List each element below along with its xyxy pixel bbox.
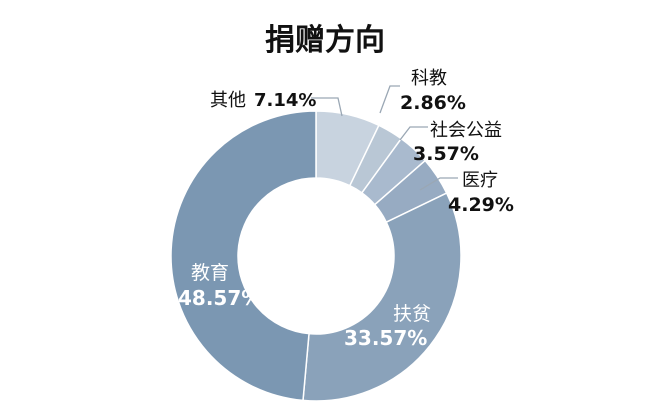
slice-4 [302, 192, 462, 402]
leader-line-3 [419, 177, 458, 191]
slice-name-4: 扶贫 [393, 303, 431, 325]
leader-line-2 [399, 126, 428, 141]
leader-line-1 [379, 85, 400, 114]
slice-value-3: 4.29% [448, 194, 514, 216]
slice-name-1: 科教 [411, 68, 447, 89]
slices-layer [170, 110, 462, 402]
slice-name-2: 社会公益 [430, 120, 502, 141]
chart-title: 捐赠方向 [265, 23, 385, 58]
slice-name-5: 教育 [191, 262, 229, 284]
leader-lines [311, 85, 458, 191]
slice-value-5: 48.57% [178, 286, 261, 310]
leader-line-0 [311, 97, 343, 117]
slice-label-0: 其他 7.14% [210, 90, 316, 111]
slice-value-2: 3.57% [413, 143, 479, 165]
slice-value-4: 33.57% [344, 326, 427, 350]
slice-value-1: 2.86% [400, 92, 466, 114]
slice-value-0: 7.14% [254, 90, 316, 111]
slice-5 [170, 110, 317, 402]
slice-name-3: 医疗 [462, 170, 498, 191]
slice-name-0: 其他 [210, 90, 246, 111]
